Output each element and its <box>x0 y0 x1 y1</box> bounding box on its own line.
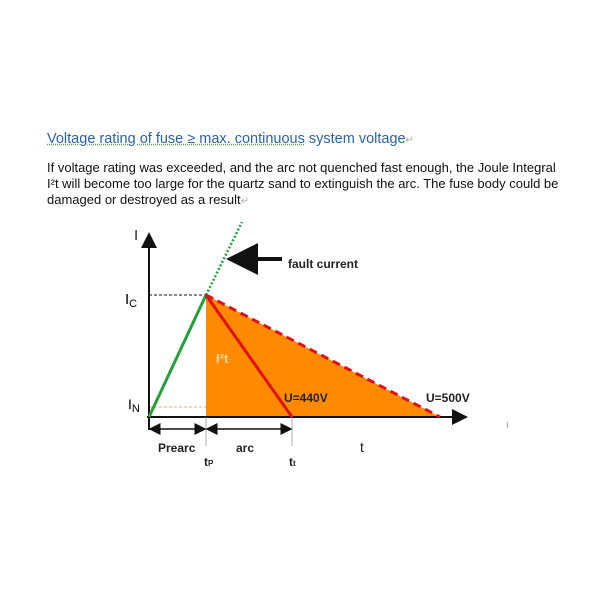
paragraph-text: If voltage rating was exceeded, and the … <box>47 160 559 207</box>
arc-label: arc <box>236 441 254 455</box>
tt-label: tt <box>289 455 296 469</box>
ic-label: IC <box>125 291 137 310</box>
u440-line <box>204 294 294 418</box>
x-axis-label: t <box>360 439 364 455</box>
stray-mark: I <box>506 420 509 430</box>
heading: Voltage rating of fuse ≥ max. continuous… <box>47 131 414 147</box>
u500-label: U=500V <box>426 391 470 405</box>
prearc-label: Prearc <box>158 441 196 455</box>
fault-current-line <box>204 221 244 296</box>
prearc-current-line <box>147 294 208 418</box>
paragraph-mark: ↵ <box>405 135 414 146</box>
in-label: IN <box>128 396 140 415</box>
tp-label: tP <box>204 455 214 469</box>
paragraph-mark: ↵ <box>240 196 250 207</box>
heading-underlined: Voltage rating of fuse ≥ max. continuous <box>47 131 305 147</box>
u440-label: U=440V <box>284 391 328 405</box>
paragraph: If voltage rating was exceeded, and the … <box>47 160 567 210</box>
u500-line <box>205 293 441 419</box>
fault-current-label: fault current <box>288 257 358 271</box>
heading-rest: system voltage <box>304 131 406 147</box>
y-axis-label: I <box>134 227 138 244</box>
i2t-label: I²t <box>216 351 229 366</box>
